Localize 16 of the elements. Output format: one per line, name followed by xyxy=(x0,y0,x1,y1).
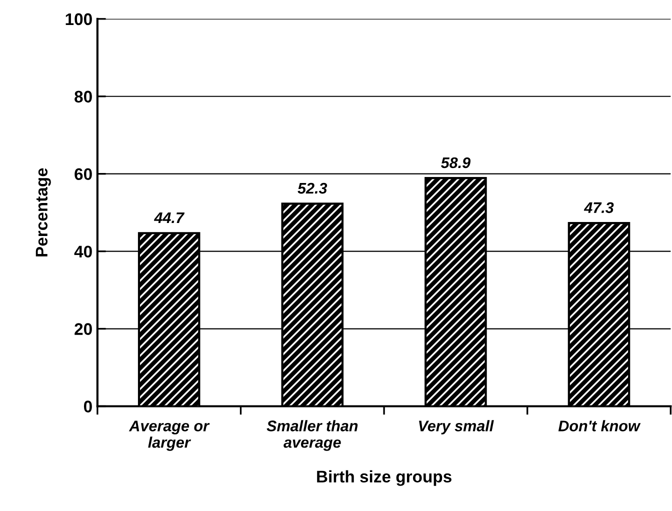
data-label: 58.9 xyxy=(440,157,470,168)
y-tick-label: 20 xyxy=(74,323,92,335)
x-tick-label: Don't know xyxy=(558,420,641,432)
data-label: 47.3 xyxy=(584,202,614,214)
y-tick-label: 40 xyxy=(74,246,92,258)
data-label: 44.7 xyxy=(154,212,185,223)
y-tick-label: 80 xyxy=(74,90,92,103)
y-tick-label: 0 xyxy=(84,400,92,412)
x-tick-label: Average or larger xyxy=(128,420,210,451)
y-tick-label: 60 xyxy=(74,168,92,180)
x-tick-label: Very small xyxy=(419,420,494,434)
y-axis-title: Percentage xyxy=(36,168,51,256)
data-label: 52.3 xyxy=(298,182,328,194)
y-tick-label: 100 xyxy=(66,13,92,26)
x-tick-label: Smaller than average xyxy=(266,420,358,451)
x-axis-title: Birth size groups xyxy=(317,470,452,486)
